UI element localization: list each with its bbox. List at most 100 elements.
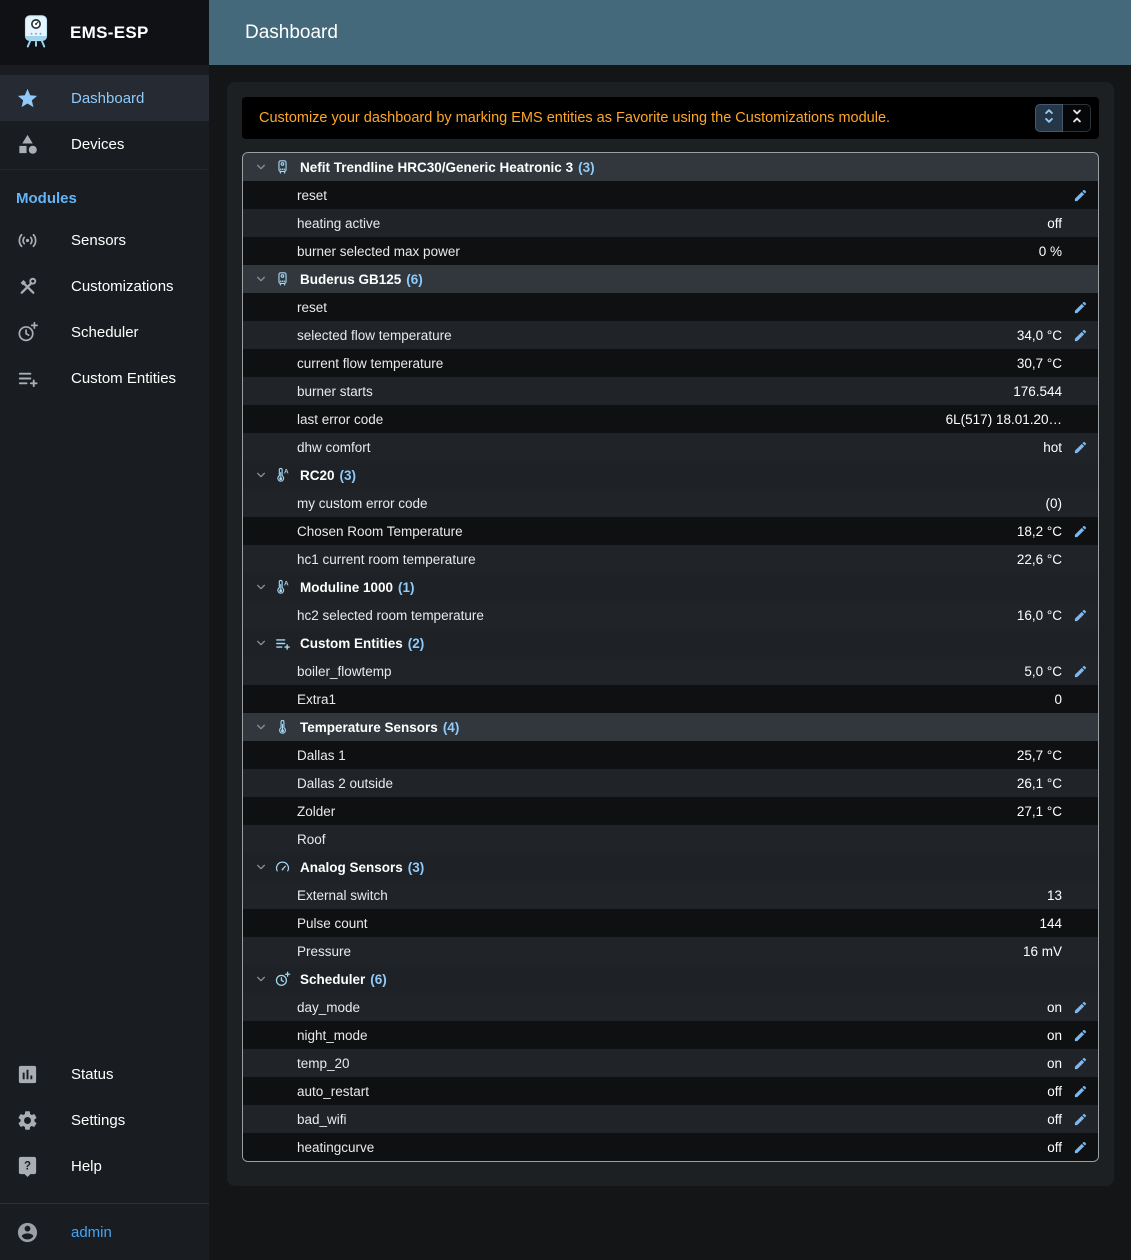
edit-icon[interactable] xyxy=(1073,1112,1088,1127)
entity-value: 5,0 °C xyxy=(1024,663,1062,679)
entity-name: reset xyxy=(297,299,328,315)
edit-icon[interactable] xyxy=(1073,1140,1088,1155)
edit-slot xyxy=(1062,181,1088,209)
main-column: Dashboard Customize your dashboard by ma… xyxy=(209,0,1131,1260)
device-group-row-temperature-sensors[interactable]: Temperature Sensors (4) xyxy=(243,713,1098,741)
edit-icon[interactable] xyxy=(1073,1056,1088,1071)
edit-slot xyxy=(1062,377,1088,405)
table-row-reset[interactable]: reset xyxy=(243,181,1098,209)
sidebar-divider xyxy=(0,1203,209,1204)
table-row-heating-active: heating active off xyxy=(243,209,1098,237)
edit-icon[interactable] xyxy=(1073,1084,1088,1099)
chevron-down-icon[interactable] xyxy=(253,159,269,175)
sidebar-item-scheduler[interactable]: Scheduler xyxy=(0,309,209,355)
edit-icon[interactable] xyxy=(1073,524,1088,539)
edit-icon[interactable] xyxy=(1073,608,1088,623)
sidebar-header: EMS-ESP xyxy=(0,0,209,65)
device-group-row-moduline-1000[interactable]: A Moduline 1000 (1) xyxy=(243,573,1098,601)
entity-name: boiler_flowtemp xyxy=(297,663,392,679)
sidebar-item-custom-entities[interactable]: Custom Entities xyxy=(0,355,209,401)
chevron-down-icon[interactable] xyxy=(253,467,269,483)
table-row-dallas-1: Dallas 1 25,7 °C xyxy=(243,741,1098,769)
edit-icon[interactable] xyxy=(1073,328,1088,343)
table-row-night-mode[interactable]: night_mode on xyxy=(243,1021,1098,1049)
entity-name: auto_restart xyxy=(297,1083,370,1099)
favorites-notice-bar: Customize your dashboard by marking EMS … xyxy=(242,97,1099,139)
table-row-pulse-count: Pulse count 144 xyxy=(243,909,1098,937)
sidebar-item-sensors[interactable]: Sensors xyxy=(0,217,209,263)
sidebar-item-customizations[interactable]: Customizations xyxy=(0,263,209,309)
edit-slot xyxy=(1062,405,1088,433)
table-row-auto-restart[interactable]: auto_restart off xyxy=(243,1077,1098,1105)
gear-icon xyxy=(16,1109,39,1132)
chevron-down-icon[interactable] xyxy=(253,971,269,987)
table-row-hc2-selected-room-temperature[interactable]: hc2 selected room temperature 16,0 °C xyxy=(243,601,1098,629)
table-row-selected-flow-temperature[interactable]: selected flow temperature 34,0 °C xyxy=(243,321,1098,349)
device-group-row-nefit-trendline-hrc30-generic-heatronic-3[interactable]: Nefit Trendline HRC30/Generic Heatronic … xyxy=(243,153,1098,181)
entity-name: Pressure xyxy=(297,943,352,959)
sidebar-item-admin[interactable]: admin xyxy=(0,1204,209,1260)
ems-esp-logo-icon xyxy=(18,13,54,53)
sidebar-item-help[interactable]: ? Help xyxy=(0,1143,209,1189)
sidebar-item-label: Customizations xyxy=(71,277,174,295)
edit-icon[interactable] xyxy=(1073,300,1088,315)
table-row-bad-wifi[interactable]: bad_wifi off xyxy=(243,1105,1098,1133)
device-group-count: (4) xyxy=(442,719,460,735)
unfold-less-icon xyxy=(1067,106,1087,131)
table-row-reset[interactable]: reset xyxy=(243,293,1098,321)
entity-name: temp_20 xyxy=(297,1055,350,1071)
sidebar-spacer xyxy=(0,401,209,1051)
sidebar-item-dashboard[interactable]: Dashboard xyxy=(0,75,209,121)
sidebar-modules-nav: Sensors Customizations Scheduler Custom Ent… xyxy=(0,217,209,401)
chevron-down-icon[interactable] xyxy=(253,719,269,735)
chevron-down-icon[interactable] xyxy=(253,271,269,287)
table-row-boiler-flowtemp[interactable]: boiler_flowtemp 5,0 °C xyxy=(243,657,1098,685)
entity-name: my custom error code xyxy=(297,495,428,511)
device-group-title: Custom Entities xyxy=(300,635,403,651)
table-row-chosen-room-temperature[interactable]: Chosen Room Temperature 18,2 °C xyxy=(243,517,1098,545)
entity-name: last error code xyxy=(297,411,384,427)
device-group-row-scheduler[interactable]: Scheduler (6) xyxy=(243,965,1098,993)
device-group-row-custom-entities[interactable]: Custom Entities (2) xyxy=(243,629,1098,657)
boiler-icon xyxy=(274,271,291,288)
entity-value: 26,1 °C xyxy=(1016,775,1062,791)
entity-name: burner starts xyxy=(297,383,373,399)
star-icon xyxy=(16,87,39,110)
entity-name: hc1 current room temperature xyxy=(297,551,476,567)
svg-text:A: A xyxy=(284,468,289,475)
edit-slot xyxy=(1062,797,1088,825)
edit-icon[interactable] xyxy=(1073,188,1088,203)
device-group-row-rc20[interactable]: A RC20 (3) xyxy=(243,461,1098,489)
chevron-down-icon[interactable] xyxy=(253,635,269,651)
edit-icon[interactable] xyxy=(1073,664,1088,679)
table-row-temp-20[interactable]: temp_20 on xyxy=(243,1049,1098,1077)
edit-slot xyxy=(1062,1049,1088,1077)
edit-icon[interactable] xyxy=(1073,1028,1088,1043)
sidebar-item-label: Sensors xyxy=(71,231,127,249)
table-row-burner-selected-max-power: burner selected max power 0 % xyxy=(243,237,1098,265)
sidebar-item-label: Help xyxy=(71,1157,102,1175)
collapse-all-button[interactable] xyxy=(1063,104,1091,132)
chevron-down-icon[interactable] xyxy=(253,859,269,875)
sidebar-footer-nav: Status Settings? Help xyxy=(0,1051,209,1189)
table-row-dhw-comfort[interactable]: dhw comfort hot xyxy=(243,433,1098,461)
edit-icon[interactable] xyxy=(1073,1000,1088,1015)
entity-name: External switch xyxy=(297,887,388,903)
table-row-day-mode[interactable]: day_mode on xyxy=(243,993,1098,1021)
chevron-down-icon[interactable] xyxy=(253,579,269,595)
edit-icon[interactable] xyxy=(1073,440,1088,455)
sidebar-item-settings[interactable]: Settings xyxy=(0,1097,209,1143)
sidebar-item-devices[interactable]: Devices xyxy=(0,121,209,167)
entity-value: 16 mV xyxy=(1022,943,1062,959)
expand-all-button[interactable] xyxy=(1035,104,1063,132)
tools-icon xyxy=(16,275,39,298)
entity-name: dhw comfort xyxy=(297,439,371,455)
table-row-pressure: Pressure 16 mV xyxy=(243,937,1098,965)
device-group-row-analog-sensors[interactable]: Analog Sensors (3) xyxy=(243,853,1098,881)
device-group-row-buderus-gb125[interactable]: Buderus GB125 (6) xyxy=(243,265,1098,293)
sidebar-item-status[interactable]: Status xyxy=(0,1051,209,1097)
table-row-heatingcurve[interactable]: heatingcurve off xyxy=(243,1133,1098,1161)
edit-slot xyxy=(1062,825,1088,853)
edit-slot xyxy=(1062,545,1088,573)
app-title: EMS-ESP xyxy=(70,22,149,42)
